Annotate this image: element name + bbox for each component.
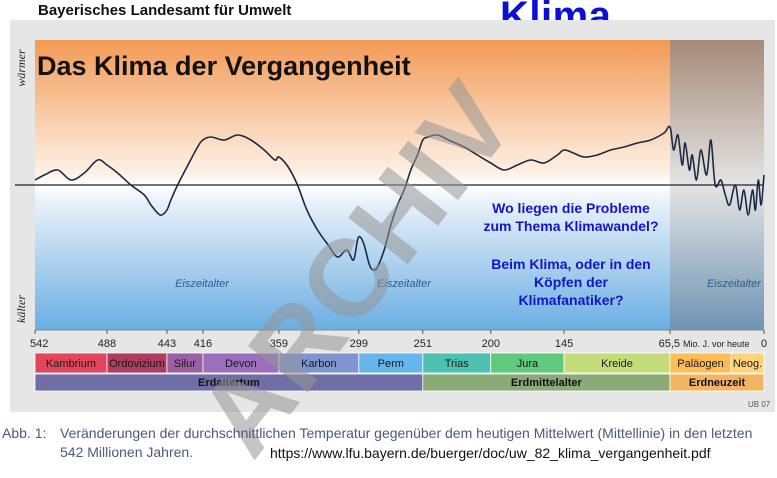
y-bottom-label: kälter: [14, 295, 28, 323]
figure-code: UB 07: [748, 400, 771, 409]
x-tick-label: 65,5: [659, 338, 680, 350]
period-label: Perm: [378, 358, 404, 370]
question-text-line: Klimafanatiker?: [518, 292, 623, 308]
ice-age-label: Eiszeitalter: [707, 278, 762, 290]
period-label: Neog.: [733, 358, 762, 370]
x-tick-label: 359: [270, 338, 288, 350]
organization-name: Bayerisches Landesamt für Umwelt: [38, 2, 292, 19]
question-text-line: Köpfen der: [534, 274, 608, 290]
temperature-curve: [34, 125, 765, 271]
period-label: Silur: [174, 358, 196, 370]
era-label: Erdaltertum: [198, 377, 260, 389]
x-tick-label: 488: [98, 338, 116, 350]
x-tick-label: 145: [555, 338, 573, 350]
era-label: Erdmittelalter: [511, 377, 583, 389]
caption-text: Veränderungen der durchschnittlichen Tem…: [60, 425, 753, 460]
period-label: Ordovizium: [109, 358, 165, 370]
ice-age-label: Eiszeitalter: [175, 278, 230, 290]
caption-number: Abb. 1:: [2, 425, 47, 441]
x-unit-label: Mio. J. vor heute: [683, 339, 750, 349]
ice-age-label: Eiszeitalter: [377, 278, 432, 290]
question-text-line: Beim Klima, oder in den: [491, 256, 650, 272]
x-tick-label: 542: [30, 338, 48, 350]
x-tick-label: 0: [761, 338, 767, 350]
period-label: Trias: [445, 358, 470, 370]
period-label: Kreide: [601, 358, 633, 370]
period-label: Paläogen: [677, 358, 724, 370]
chart-title: Das Klima der Vergangenheit: [37, 51, 411, 81]
period-label: Devon: [225, 358, 257, 370]
era-label: Erdneuzeit: [689, 377, 746, 389]
question-text-line: Wo liegen die Probleme: [492, 200, 650, 216]
x-tick-label: 200: [482, 338, 500, 350]
period-band: [730, 352, 765, 374]
question-text-line: zum Thema Klimawandel?: [483, 218, 658, 234]
period-label: Karbon: [301, 358, 336, 370]
x-tick-label: 416: [194, 338, 212, 350]
y-top-label: wärmer: [14, 49, 28, 87]
era-band: [669, 373, 765, 392]
source-url[interactable]: https://www.lfu.bayern.de/buerger/doc/uw…: [270, 445, 711, 461]
x-tick-label: 299: [350, 338, 368, 350]
x-tick-label: 443: [158, 338, 176, 350]
period-label: Kambrium: [46, 358, 96, 370]
x-tick-label: 251: [414, 338, 432, 350]
period-label: Jura: [517, 358, 539, 370]
